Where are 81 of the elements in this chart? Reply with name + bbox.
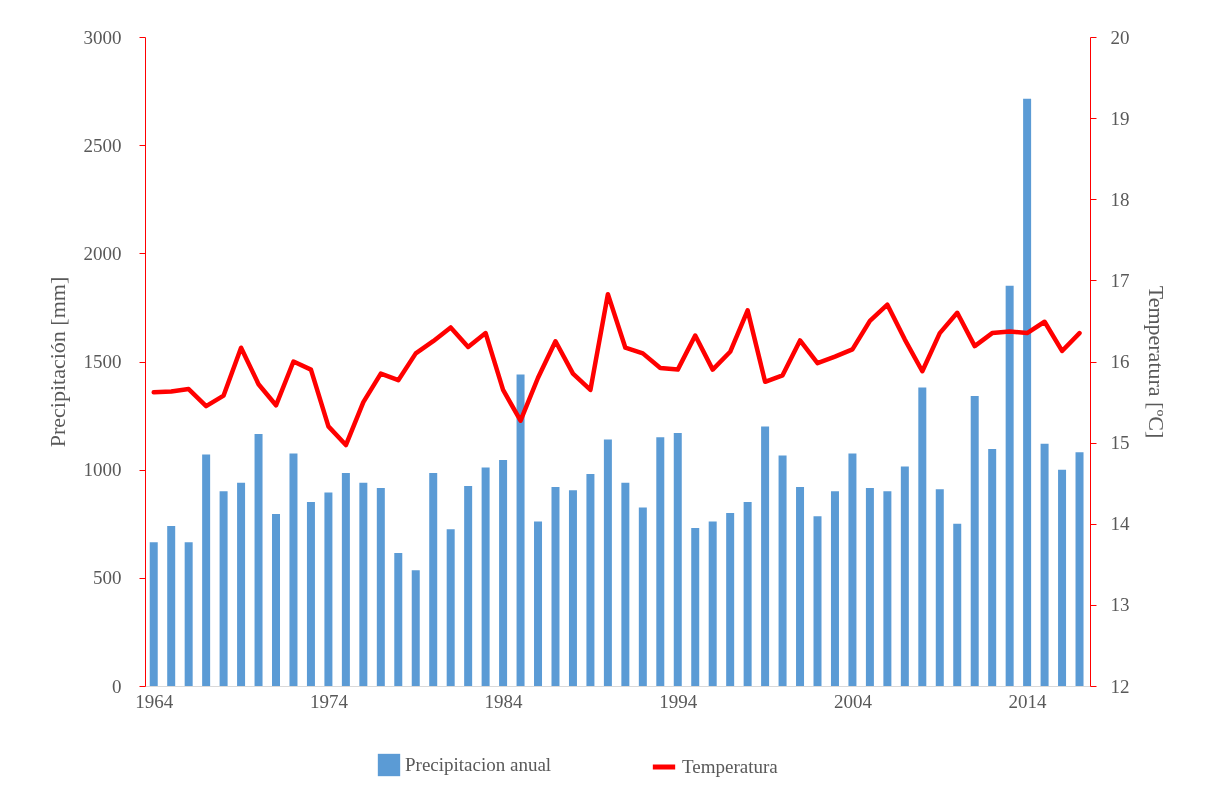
bar [499, 459, 508, 686]
x-tick-label: 1974 [309, 690, 349, 712]
bar [237, 482, 246, 686]
bar [638, 507, 647, 686]
bar [429, 472, 438, 686]
y-tick-label: 0 [112, 675, 122, 697]
bar [603, 439, 612, 686]
bar [865, 488, 874, 686]
y-tick-label: 500 [93, 567, 122, 589]
bar [918, 387, 927, 686]
bar [691, 528, 700, 686]
bar [935, 489, 944, 686]
bar [708, 521, 717, 686]
bar [1040, 443, 1049, 686]
bar [830, 491, 839, 686]
bar [446, 529, 455, 686]
bar [551, 486, 560, 686]
y-tick-label: 1000 [83, 459, 122, 481]
bar [219, 491, 228, 686]
y-tick-label: 3000 [83, 26, 122, 48]
y2-tick-label: 19 [1110, 107, 1130, 129]
bar [149, 542, 158, 686]
bar [988, 449, 997, 686]
bar [813, 516, 822, 686]
y2-tick-label: 15 [1110, 432, 1130, 454]
bar [883, 491, 892, 686]
x-tick-label: 2004 [833, 690, 873, 712]
bar [254, 433, 263, 686]
bar [726, 512, 735, 686]
y-tick-label: 2000 [83, 242, 122, 264]
bar [272, 514, 281, 686]
bar [953, 523, 962, 686]
bar [464, 485, 473, 686]
y2-tick-label: 16 [1110, 351, 1130, 372]
bar [411, 570, 420, 686]
y2-axis-title: Temperatura [ºC] [1143, 285, 1169, 439]
y2-tick-label: 13 [1110, 594, 1130, 616]
y2-tick-label: 12 [1110, 675, 1130, 697]
y2-tick-label: 18 [1110, 188, 1130, 210]
x-tick-label: 2014 [1008, 690, 1048, 712]
bar [621, 482, 630, 686]
bar [900, 466, 909, 686]
bar [1005, 285, 1014, 686]
bar [481, 467, 490, 686]
bar [1075, 452, 1084, 686]
bar [376, 488, 385, 686]
bar [202, 454, 211, 686]
legend-label: Temperatura [682, 756, 779, 777]
bar [516, 374, 525, 686]
bar [586, 473, 595, 686]
y-axis-title: Precipitación [mm] [44, 276, 70, 448]
bar [778, 455, 787, 686]
bar [761, 426, 770, 686]
bar [743, 502, 752, 686]
bar [568, 490, 577, 686]
bar [306, 502, 315, 686]
x-tick-label: 1984 [484, 690, 524, 712]
bar [184, 542, 193, 686]
bar [341, 472, 350, 686]
legend-label: Precipitacion anual [405, 754, 552, 775]
line-series [151, 291, 1082, 448]
bar [673, 432, 682, 686]
bar [848, 453, 857, 686]
bar [1058, 469, 1067, 686]
y2-tick-label: 17 [1110, 269, 1130, 291]
y2-tick-label: 20 [1110, 26, 1130, 48]
bar [1023, 98, 1032, 686]
bar [534, 521, 543, 686]
x-tick-label: 1964 [135, 690, 174, 712]
y-tick-label: 2500 [83, 134, 122, 156]
bar [167, 525, 176, 686]
bar [359, 482, 368, 686]
bar [656, 437, 665, 686]
bar [394, 552, 403, 686]
bar [970, 396, 979, 686]
x-tick-label: 1994 [659, 690, 698, 712]
y2-tick-label: 14 [1110, 513, 1130, 535]
bar [289, 453, 298, 686]
bar [796, 486, 805, 686]
bar [324, 492, 333, 686]
y-tick-label: 1500 [83, 351, 122, 372]
